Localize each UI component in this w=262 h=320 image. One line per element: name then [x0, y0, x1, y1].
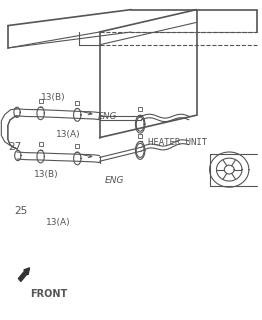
Text: 25: 25: [14, 206, 28, 216]
Text: 13(A): 13(A): [56, 130, 81, 139]
Text: 13(B): 13(B): [34, 170, 59, 179]
Text: ENG: ENG: [105, 176, 124, 185]
FancyArrow shape: [18, 268, 30, 282]
Text: ENG: ENG: [98, 112, 118, 121]
Text: 13(B): 13(B): [41, 93, 65, 102]
Text: 13(A): 13(A): [46, 218, 70, 227]
Text: HEATER UNIT: HEATER UNIT: [148, 138, 207, 147]
Text: 27: 27: [8, 142, 22, 152]
Text: FRONT: FRONT: [30, 289, 67, 299]
